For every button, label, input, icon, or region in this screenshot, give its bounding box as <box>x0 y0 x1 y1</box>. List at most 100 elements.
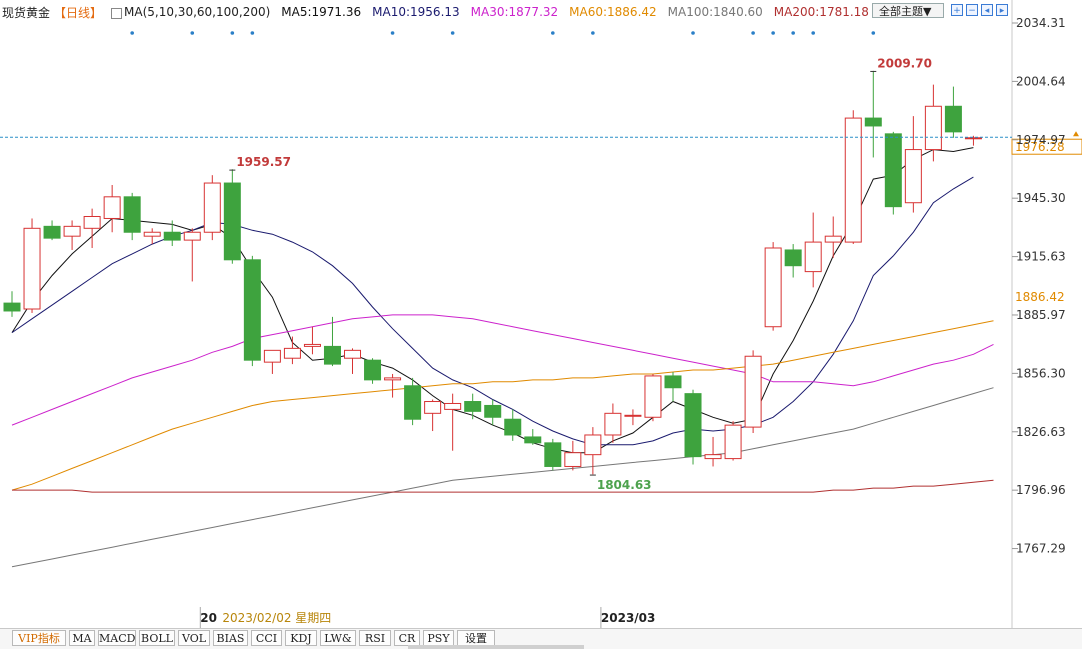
candle[interactable] <box>23 218 41 313</box>
candle[interactable] <box>384 373 402 398</box>
candle-body <box>344 349 362 359</box>
event-dot[interactable] <box>751 31 755 35</box>
event-dot[interactable] <box>591 31 595 35</box>
event-dot[interactable] <box>130 31 134 35</box>
candle[interactable] <box>223 169 241 264</box>
candle[interactable] <box>644 373 662 422</box>
tab-macd[interactable]: MACD <box>98 630 136 646</box>
candle[interactable] <box>964 135 982 146</box>
candle-body <box>223 182 241 261</box>
candle[interactable] <box>884 131 902 215</box>
zoom-out-icon[interactable]: − <box>966 4 978 16</box>
candle[interactable] <box>704 436 722 467</box>
candle[interactable] <box>183 228 201 282</box>
theme-dropdown-button[interactable]: 全部主题▼ <box>872 3 944 18</box>
zoom-in-icon[interactable]: + <box>951 4 963 16</box>
candle[interactable] <box>143 228 161 245</box>
candle[interactable] <box>824 216 842 258</box>
candle[interactable] <box>243 255 261 367</box>
tab-bias[interactable]: BIAS <box>213 630 248 646</box>
event-dot[interactable] <box>791 31 795 35</box>
tab-settings[interactable]: 设置 <box>457 630 495 646</box>
tab-cci[interactable]: CCI <box>251 630 282 646</box>
event-dot[interactable] <box>811 31 815 35</box>
candle[interactable] <box>163 220 181 247</box>
y-tick-label: 1974.97 <box>1016 133 1066 147</box>
candle-body <box>684 393 702 458</box>
candle[interactable] <box>584 427 602 475</box>
instrument-title: 现货黄金 <box>2 5 51 20</box>
candle[interactable] <box>544 438 562 471</box>
candle[interactable] <box>323 316 341 367</box>
annotation-low: 1804.63 <box>589 474 652 492</box>
candle[interactable] <box>444 393 462 451</box>
candle[interactable] <box>504 409 522 441</box>
tab-vol[interactable]: VOL <box>178 630 210 646</box>
tab-vip-indicator[interactable]: VIP指标 <box>12 630 66 646</box>
annotation-high: 2009.70 <box>870 56 932 72</box>
period-label[interactable]: 【日线】 <box>54 5 103 20</box>
candle[interactable] <box>484 399 502 426</box>
y-tick-label: 1885.97 <box>1016 308 1066 322</box>
candle[interactable] <box>684 389 702 465</box>
ma-toggle-checkbox[interactable] <box>111 7 123 19</box>
candle[interactable] <box>464 393 482 420</box>
tab-psy[interactable]: PSY <box>423 630 454 646</box>
candle[interactable] <box>764 242 782 331</box>
candle-body <box>424 401 442 414</box>
candle[interactable] <box>283 336 301 365</box>
candle-body <box>804 241 822 273</box>
tab-lw[interactable]: LW& <box>320 630 356 646</box>
candle[interactable] <box>744 350 762 434</box>
candle[interactable] <box>784 244 802 278</box>
event-dot[interactable] <box>551 31 555 35</box>
candle[interactable] <box>263 349 281 374</box>
candle[interactable] <box>944 86 962 138</box>
tab-cr[interactable]: CR <box>394 630 420 646</box>
candle[interactable] <box>63 220 81 250</box>
event-dot[interactable] <box>190 31 195 35</box>
candle[interactable] <box>864 70 882 158</box>
event-dot[interactable] <box>771 31 775 35</box>
candle[interactable] <box>424 399 442 432</box>
tab-rsi[interactable]: RSI <box>359 630 391 646</box>
tab-boll[interactable]: BOLL <box>139 630 175 646</box>
candle[interactable] <box>724 421 742 461</box>
step-left-icon[interactable]: ◂ <box>981 4 993 16</box>
candle[interactable] <box>103 185 121 233</box>
candle[interactable] <box>83 208 101 248</box>
candle[interactable] <box>404 377 422 426</box>
candle[interactable] <box>364 358 382 384</box>
candles[interactable] <box>3 70 982 475</box>
ma-params[interactable]: MA(5,10,30,60,100,200) <box>124 5 271 19</box>
candle[interactable] <box>664 371 682 402</box>
event-dot[interactable] <box>871 31 876 35</box>
candle[interactable] <box>3 291 21 317</box>
event-dot[interactable] <box>450 31 455 35</box>
event-dot[interactable] <box>230 31 235 35</box>
candle[interactable] <box>624 409 642 426</box>
event-dot[interactable] <box>250 31 255 35</box>
candle[interactable] <box>303 326 321 355</box>
candle[interactable] <box>564 440 582 471</box>
candle[interactable] <box>924 84 942 162</box>
candle[interactable] <box>604 403 622 443</box>
horizontal-scrollbar[interactable] <box>408 645 584 649</box>
candle-body <box>604 412 622 436</box>
event-dot[interactable] <box>390 31 395 35</box>
event-dot[interactable] <box>691 31 695 35</box>
candle[interactable] <box>524 429 542 445</box>
tab-ma[interactable]: MA <box>69 630 95 646</box>
tab-kdj[interactable]: KDJ <box>285 630 317 646</box>
candle[interactable] <box>804 212 822 288</box>
candle[interactable] <box>203 175 221 241</box>
candle[interactable] <box>123 192 141 241</box>
candle[interactable] <box>904 116 922 213</box>
candlestick-chart[interactable]: 1976.28 2034.31 2004.64 1974.97 1945.30 1915… <box>0 0 1082 628</box>
candle[interactable] <box>344 348 362 374</box>
step-right-icon[interactable]: ▸ <box>996 4 1008 16</box>
candle[interactable] <box>844 110 862 245</box>
candle-body <box>704 454 722 460</box>
candle[interactable] <box>43 220 61 241</box>
current-price-box <box>1011 138 1082 155</box>
